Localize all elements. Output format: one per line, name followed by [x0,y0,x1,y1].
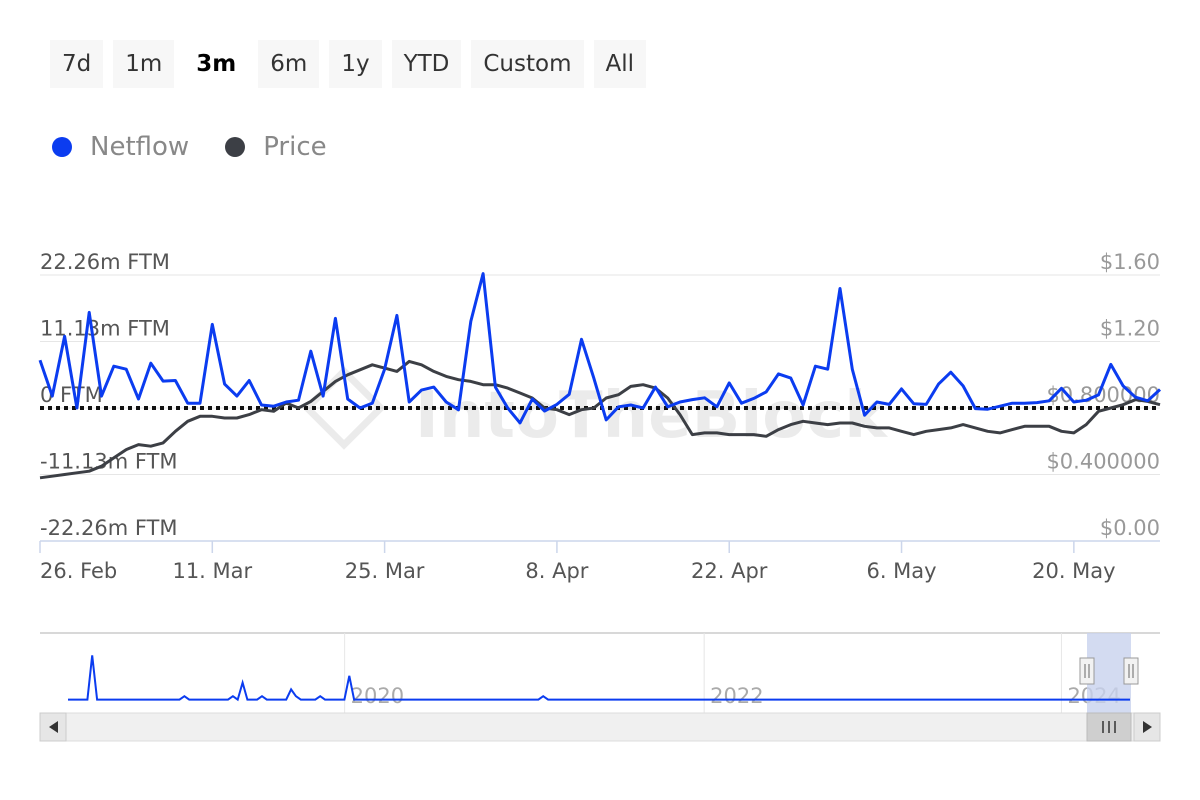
svg-text:IntoTheBlock: IntoTheBlock [415,379,888,453]
range-button-all[interactable]: All [593,40,647,88]
series-line-netflow [38,272,1162,425]
navigator-grid: 202020222024 [344,633,1121,713]
scrollbar-track[interactable] [39,712,1161,742]
x-tick-label: 6. May [866,559,936,583]
range-button-3m[interactable]: 3m [184,40,249,88]
x-tick-label: 11. Mar [172,559,252,583]
legend-dot-icon [52,137,72,157]
range-button-custom[interactable]: Custom [471,40,584,88]
navigator: 202020222024 [40,632,1160,713]
x-axis: 26. Feb 11. Mar 25. Mar 8. Apr 22. Apr 6. May… [39,540,1160,583]
y-right-tick-label: $1.60 [1100,250,1160,274]
legend-dot-icon [225,137,246,157]
y-axis-right: $1.60$1.20$0.800000$0.400000$0.00 [1046,250,1160,540]
navigator-series [68,655,1130,702]
x-tick-label: 8. Apr [525,559,588,583]
series-lines [38,272,1162,480]
x-tick-label: 26. Feb [40,559,117,583]
navigator-year-label: 2020 [351,684,404,708]
legend-item-netflow[interactable]: Netflow [52,132,189,162]
navigator-handle-right[interactable] [1123,657,1139,685]
legend-label: Netflow [90,132,190,162]
navigator-year-label: 2022 [710,684,763,708]
watermark: IntoTheBlock [302,366,888,453]
range-button-6m[interactable]: 6m [258,40,320,88]
range-button-1y[interactable]: 1y [329,40,382,88]
navigator-handle-left[interactable] [1079,657,1095,685]
x-tick-label: 20. May [1032,559,1116,583]
range-button-7d[interactable]: 7d [50,40,104,88]
legend-item-price[interactable]: Price [225,132,327,162]
legend-label: Price [263,132,327,162]
y-right-tick-label: $0.400000 [1046,450,1160,474]
arrow-left-icon [49,721,58,733]
x-tick-label: 25. Mar [345,559,425,583]
y-right-tick-label: $0.00 [1100,516,1160,540]
range-button-1m[interactable]: 1m [113,40,175,88]
range-button-ytd[interactable]: YTD [391,40,462,88]
y-left-tick-label: 22.26m FTM [40,250,170,274]
scrollbar[interactable] [39,712,1161,742]
y-left-tick-label: -22.26m FTM [40,516,177,540]
x-tick-label: 22. Apr [691,559,768,583]
y-right-tick-label: $1.20 [1100,317,1160,341]
y-left-tick-label: 11.13m FTM [40,317,170,341]
chart-legend: Netflow Price [52,132,327,162]
arrow-right-icon [1143,721,1152,733]
range-selector: 7d 1m 3m 6m 1y YTD Custom All [50,40,647,88]
